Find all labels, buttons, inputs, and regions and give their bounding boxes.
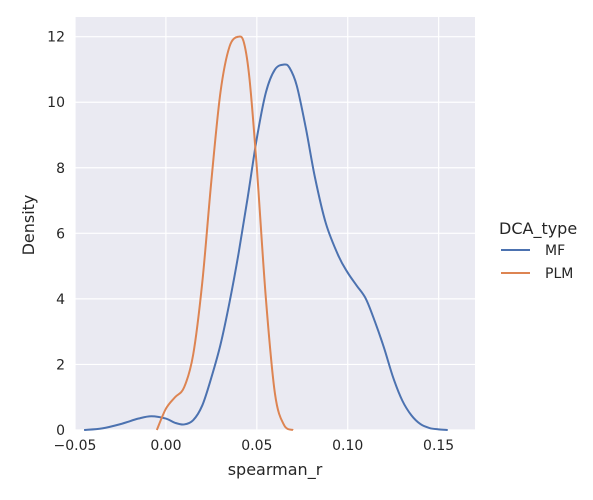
legend: DCA_type MF PLM [499, 219, 577, 282]
x-tick-label: 0.05 [241, 438, 272, 454]
legend-label-plm: PLM [545, 266, 573, 282]
plot-background [75, 17, 475, 430]
series-lines [84, 35, 448, 431]
y-tick-label: 2 [56, 357, 65, 373]
x-axis-label: spearman_r [228, 460, 323, 480]
y-tick-label: 6 [56, 226, 65, 242]
y-tick-label: 0 [56, 423, 65, 439]
x-tick-label: 0.15 [423, 438, 454, 454]
series-line-plm [155, 35, 294, 431]
legend-title: DCA_type [499, 219, 577, 239]
y-tick-label: 8 [56, 161, 65, 177]
grid-lines [74, 17, 475, 431]
x-tick-label: −0.05 [54, 438, 97, 454]
x-axis-ticks: −0.05 0.00 0.05 0.10 0.15 [54, 438, 455, 454]
series-line-mf [84, 63, 448, 431]
y-tick-label: 10 [47, 95, 65, 111]
y-axis-label: Density [19, 195, 38, 256]
x-tick-label: 0.00 [150, 438, 181, 454]
y-tick-label: 4 [56, 292, 65, 308]
y-tick-label: 12 [47, 30, 65, 46]
x-tick-label: 0.10 [332, 438, 363, 454]
legend-label-mf: MF [545, 243, 565, 259]
y-axis-ticks: 0 2 4 6 8 10 12 [47, 30, 65, 439]
